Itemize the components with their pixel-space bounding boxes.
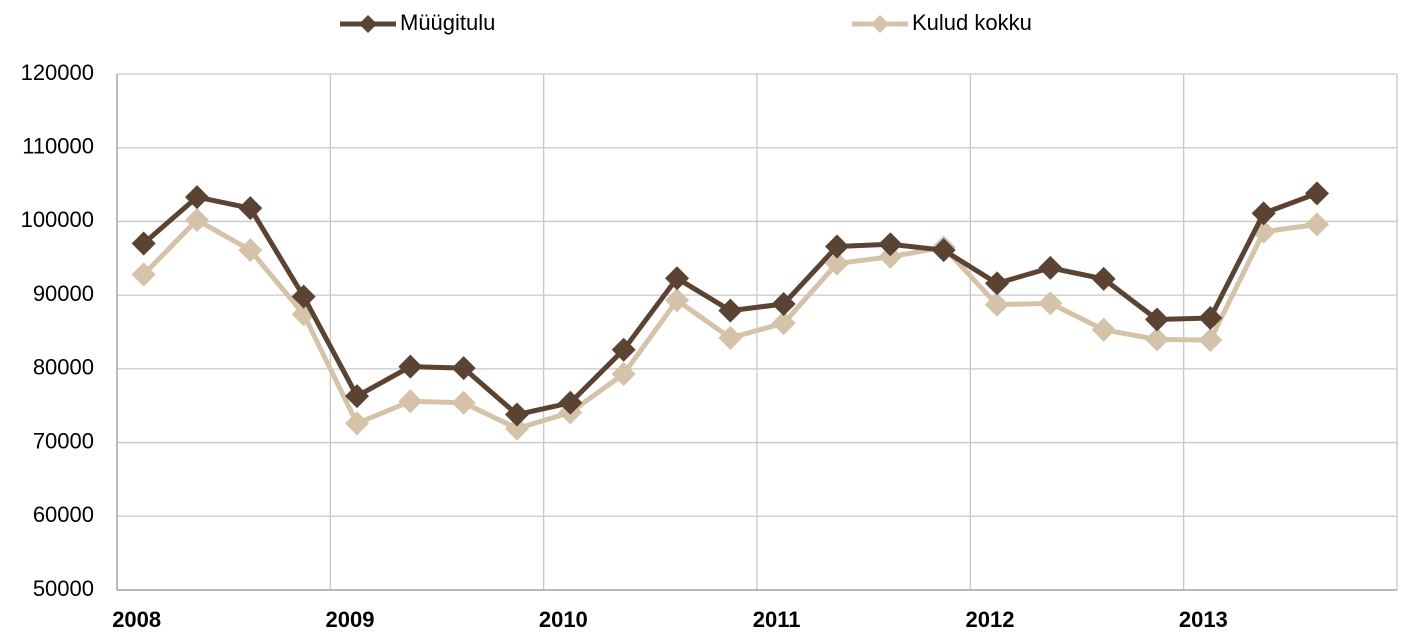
data-point — [665, 266, 689, 291]
x-tick-label: 2009 — [326, 607, 375, 632]
data-point — [1305, 181, 1329, 206]
data-point — [985, 271, 1009, 296]
data-point — [451, 356, 476, 381]
data-point — [1251, 201, 1276, 226]
data-point — [505, 416, 529, 441]
data-point — [451, 390, 476, 415]
legend-label: Kulud kokku — [912, 10, 1032, 35]
data-point — [985, 292, 1009, 317]
data-point — [1091, 266, 1116, 291]
data-point — [131, 262, 156, 287]
x-tick-label: 2013 — [1179, 607, 1228, 632]
y-tick-label: 120000 — [21, 60, 94, 85]
data-point — [611, 337, 636, 362]
data-point — [931, 238, 956, 263]
x-tick-label: 2011 — [753, 607, 801, 632]
data-point — [771, 311, 796, 336]
y-tick-label: 110000 — [22, 134, 94, 159]
data-point — [878, 244, 903, 269]
data-point — [345, 384, 369, 409]
y-tick-label: 80000 — [33, 355, 94, 380]
data-point — [1305, 212, 1329, 237]
data-point — [185, 185, 209, 210]
data-point — [1198, 305, 1223, 330]
data-point — [825, 251, 849, 276]
data-point — [1198, 328, 1223, 353]
y-tick-label: 60000 — [33, 502, 94, 527]
data-point — [238, 238, 263, 263]
data-point — [131, 231, 156, 256]
data-point — [238, 196, 263, 221]
data-point — [505, 402, 529, 427]
data-point — [398, 354, 423, 379]
y-tick-label: 70000 — [33, 428, 94, 453]
data-point — [398, 389, 423, 414]
data-point — [1091, 317, 1116, 342]
data-point — [825, 234, 849, 259]
data-point — [1038, 255, 1063, 280]
y-tick-label: 100000 — [21, 207, 94, 232]
data-point — [185, 207, 209, 232]
data-point — [558, 390, 583, 415]
data-point — [665, 288, 689, 313]
x-tick-label: 2012 — [966, 607, 1015, 632]
legend-marker — [871, 15, 889, 33]
data-point — [718, 298, 743, 323]
legend-label: Müügitulu — [400, 10, 495, 35]
data-point — [878, 232, 903, 257]
data-point — [291, 284, 316, 309]
data-point — [1145, 307, 1169, 332]
data-point — [718, 325, 743, 350]
data-point — [1145, 327, 1169, 352]
y-tick-label: 90000 — [33, 281, 94, 306]
data-point — [611, 362, 636, 387]
x-tick-label: 2010 — [539, 607, 588, 632]
data-point — [1038, 291, 1063, 316]
x-tick-label: 2008 — [112, 607, 161, 632]
data-point — [345, 411, 369, 436]
y-tick-label: 50000 — [33, 576, 94, 601]
data-point — [771, 291, 796, 316]
legend-marker — [359, 15, 377, 33]
